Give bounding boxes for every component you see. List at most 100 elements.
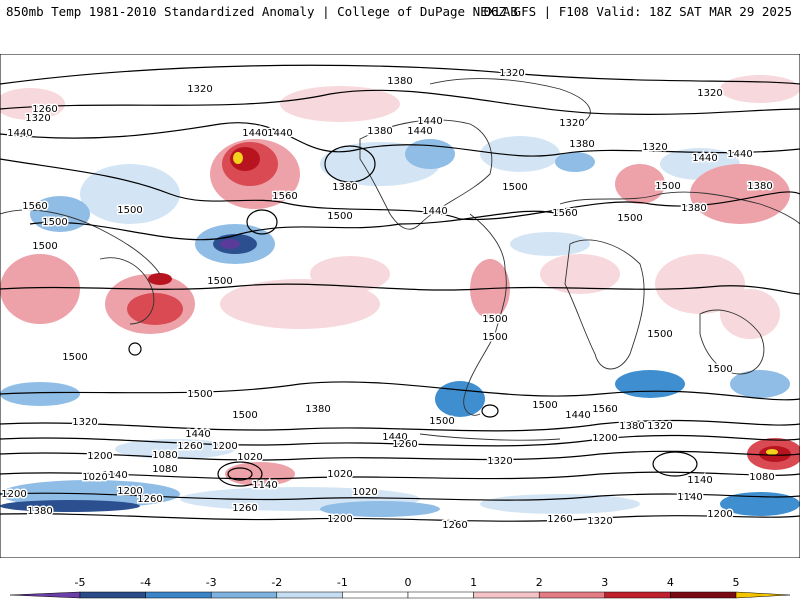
colorbar: -5 -4 -3 -2 -1 0 1 2 3 4 5 [9,576,791,599]
colorbar-tick-label: -2 [271,576,282,589]
contour-label: 1260 [232,503,257,514]
contour-label: 1260 [442,520,467,531]
colorbar-tick-label: -3 [206,576,217,589]
contour-label: 1500 [707,364,732,375]
continent-outlines [0,78,800,441]
colorbar-tick-label: 3 [601,576,608,589]
contour-label: 1440 [185,429,210,440]
contour-label: 1320 [587,516,612,527]
contour-label: 1500 [647,329,672,340]
contour-label: 1260 [32,104,57,115]
contour-label: 1200 [117,486,142,497]
contour-label: 1140 [252,480,277,491]
contour-label: 1500 [532,400,557,411]
contour-label: 1260 [177,441,202,452]
colorbar-tick-label: 2 [536,576,543,589]
contour-label: 1320 [642,142,667,153]
contour-label: 1500 [32,241,57,252]
contour-label: 1260 [392,439,417,450]
contour-label: 1440 [417,116,442,127]
colorbar-tick-label: -5 [75,576,86,589]
contour-label: 1440 [565,410,590,421]
contour-label: 1140 [687,475,712,486]
contour-label: 1500 [655,181,680,192]
colorbar-tick-label: -4 [140,576,151,589]
contour-label: 1320 [499,68,524,79]
contour-label: 1380 [619,421,644,432]
contour-label: 1320 [72,417,97,428]
contour-label: 1440 [242,128,267,139]
contour-label: 1500 [502,182,527,193]
contour-label: 1500 [327,211,352,222]
contour-label: 1500 [617,213,642,224]
contour-label: 1380 [569,139,594,150]
contour-label: 1140 [102,470,127,481]
contour-label: 1200 [592,433,617,444]
colorbar-tick-label: 5 [733,576,740,589]
contour-label: 1440 [7,128,32,139]
contour-label: 1500 [187,389,212,400]
contour-labels: 1320126013201440138013201440138013201440… [0,67,776,533]
colorbar-tick-label: 4 [667,576,674,589]
contour-label: 1500 [429,416,454,427]
contour-label: 1440 [382,432,407,443]
colorbar-segment [145,591,212,599]
colorbar-segment [670,591,737,599]
contour-label: 1500 [42,217,67,228]
contour-label: 1380 [27,506,52,517]
contour-label: 1500 [482,332,507,343]
contour-label: 1500 [232,410,257,421]
contour-label: 1020 [82,472,107,483]
colorbar-segment [342,591,409,599]
contour-label: 1320 [559,118,584,129]
contour-label: 1200 [707,509,732,520]
contour-label: 1380 [387,76,412,87]
contour-label: 1320 [647,421,672,432]
colorbar-tick-label: 0 [405,576,412,589]
contour-label: 1380 [747,181,772,192]
contour-label: 1200 [212,441,237,452]
height-contours [0,64,800,522]
colorbar-segment [538,591,606,599]
colorbar-segment [79,591,146,599]
contour-label: 1500 [482,314,507,325]
contour-label: 1440 [267,128,292,139]
contour-label: 1320 [25,113,50,124]
contour-label: 1440 [692,153,717,164]
colorbar-tick-label: 1 [470,576,477,589]
contour-label: 1020 [327,469,352,480]
contour-label: 1080 [749,472,774,483]
contour-label: 1260 [137,494,162,505]
colorbar-segment [407,591,474,599]
model-valid-time: 06Z GFS | F108 Valid: 18Z SAT MAR 29 202… [483,4,792,19]
contour-label: 1380 [332,182,357,193]
contour-label: 1440 [407,126,432,137]
contour-label: 1020 [352,487,377,498]
contour-label: 1500 [62,352,87,363]
colorbar-segment [9,591,81,599]
contour-label: 1560 [552,208,577,219]
contour-label: 1200 [1,489,26,500]
contour-label: 1560 [592,404,617,415]
contour-label: 1320 [187,84,212,95]
colorbar-segment [604,591,671,599]
colorbar-segment [210,591,278,599]
contour-label: 1560 [22,201,47,212]
colorbar-tick-label: -1 [337,576,348,589]
contour-label: 1500 [117,205,142,216]
contour-label: 1440 [727,149,752,160]
colorbar-segment [735,591,791,599]
contour-label: 1080 [152,464,177,475]
colorbar-segment [473,591,540,599]
chart-title: 850mb Temp 1981-2010 Standardized Anomal… [6,4,518,19]
contour-label: 1380 [305,404,330,415]
colorbar-segment [276,591,343,599]
contour-label: 1320 [487,456,512,467]
contour-label: 1020 [237,452,262,463]
contour-label: 1200 [327,514,352,525]
anomaly-map: 1320126013201440138013201440138013201440… [0,54,800,558]
contour-label: 1320 [697,88,722,99]
contour-label: 1440 [422,206,447,217]
contour-label: 1500 [207,276,232,287]
contour-label: 1560 [272,191,297,202]
